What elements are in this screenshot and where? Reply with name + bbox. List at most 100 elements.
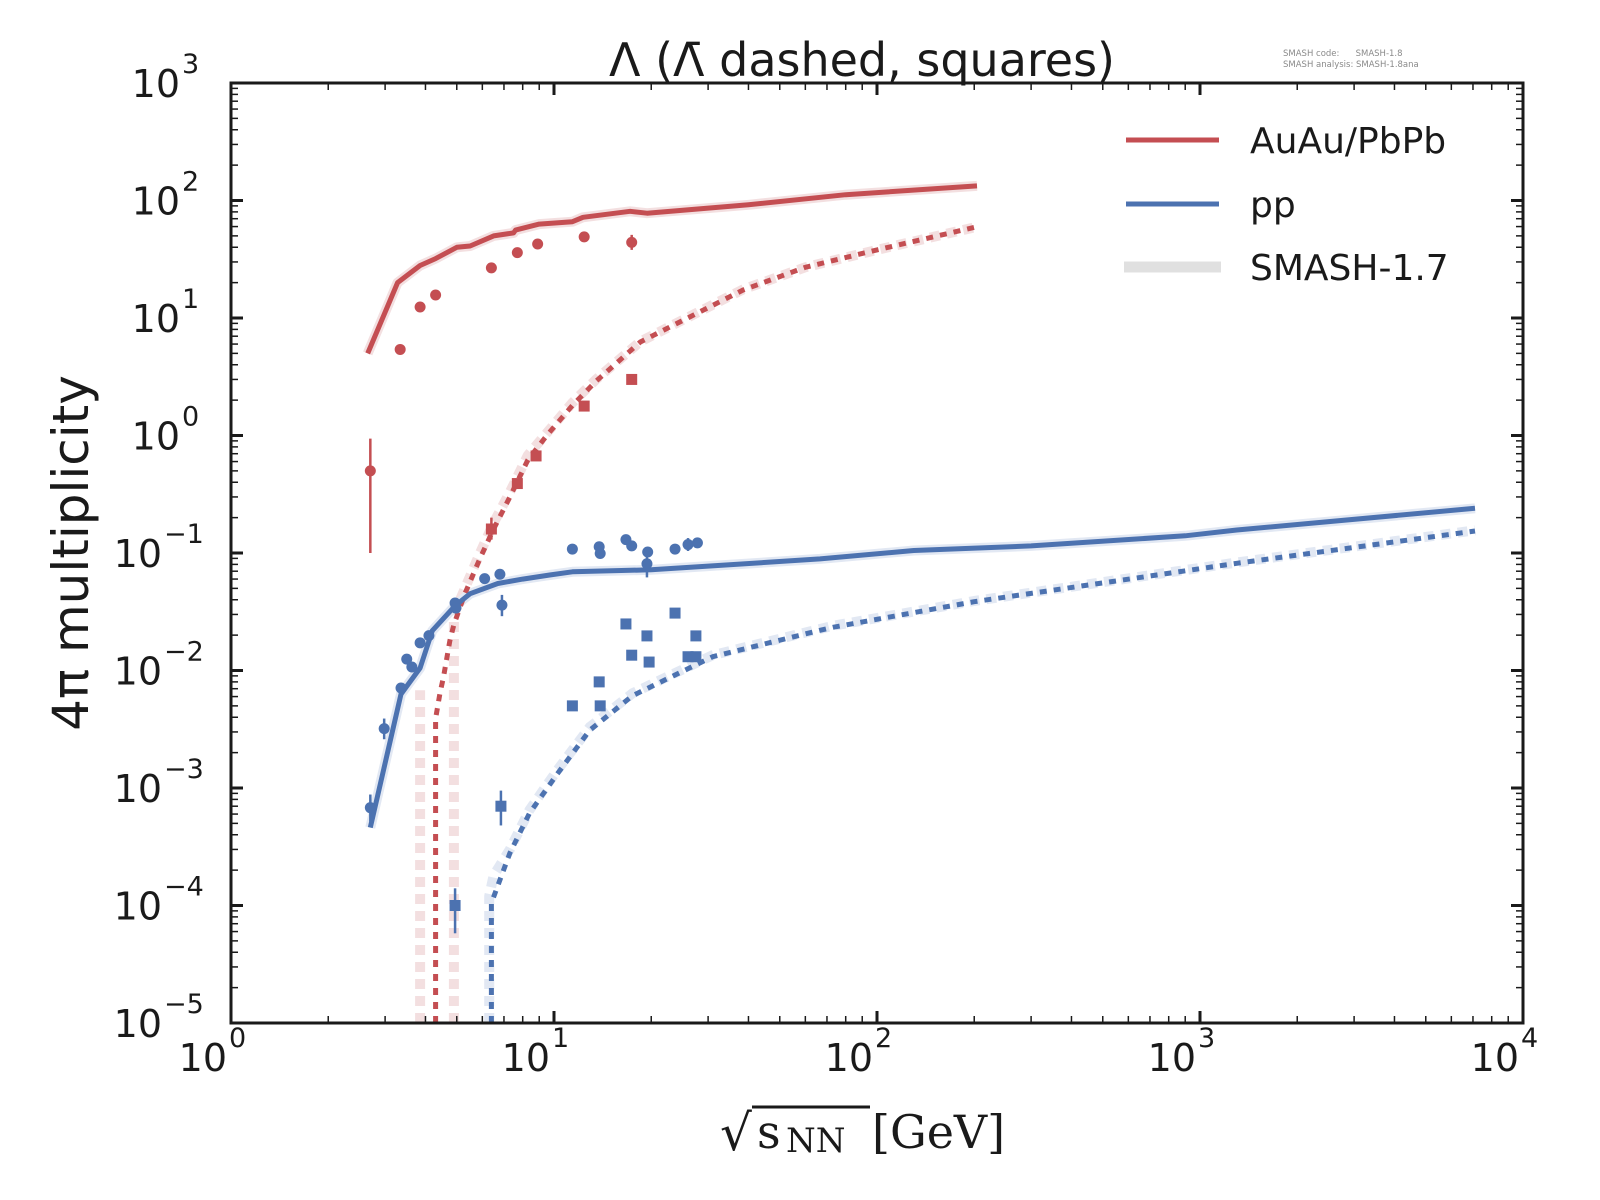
y-tick-label-base: 10: [114, 650, 162, 694]
y-tick-label: 10 −3: [114, 754, 204, 811]
legend-label-smash17: SMASH-1.7: [1250, 248, 1449, 289]
data-point-circle: [395, 682, 407, 694]
y-tick-label: 10 0: [132, 402, 200, 459]
x-tick-label-base: 10: [1471, 1036, 1519, 1080]
smash18-line-3: [488, 528, 1476, 1023]
y-tick-label-exp: −5: [164, 989, 204, 1020]
y-tick-label-exp: −3: [164, 754, 204, 785]
data-point-square: [594, 700, 606, 712]
y-tick-label-exp: 3: [182, 49, 199, 80]
smash17-lines: [363, 180, 1476, 1023]
y-tick-label-exp: −1: [164, 519, 204, 550]
data-point-circle: [414, 637, 426, 649]
y-tick-label: 10 −1: [114, 519, 204, 576]
x-tick-label-base: 10: [1148, 1036, 1196, 1080]
y-tick-label-exp: −2: [164, 637, 204, 668]
data-point-circle: [496, 599, 508, 611]
data-point-square: [626, 373, 638, 385]
x-tick-label: 10 0: [179, 1023, 247, 1080]
data-point-square: [690, 630, 702, 642]
x-tick-label-exp: 4: [1521, 1023, 1538, 1054]
x-tick-label-base: 10: [502, 1036, 550, 1080]
data-point-circle: [450, 602, 462, 614]
y-tick-label-exp: −4: [164, 872, 204, 903]
x-tick-label-exp: 0: [229, 1023, 246, 1054]
data-point-square: [566, 700, 578, 712]
data-point-circle: [682, 539, 694, 551]
y-tick-label: 10 1: [132, 284, 200, 341]
y-tick-label-exp: 2: [182, 167, 199, 198]
x-tick-label-exp: 3: [1198, 1023, 1215, 1054]
data-markers: [364, 231, 703, 934]
data-point-circle: [378, 723, 390, 735]
data-point-square: [620, 618, 632, 630]
data-point-circle: [494, 568, 506, 580]
data-point-circle: [430, 289, 442, 301]
smash17-line-4: [484, 525, 1476, 1023]
data-point-circle: [566, 543, 578, 555]
x-tick-label-exp: 1: [552, 1023, 569, 1054]
data-point-square: [449, 900, 461, 911]
data-point-circle: [401, 653, 413, 665]
data-point-square: [682, 651, 694, 663]
x-axis-label-s: s: [757, 1105, 781, 1159]
data-point-square: [511, 478, 523, 490]
y-tick-label-exp: 1: [182, 284, 199, 315]
legend-label-auau: AuAu/PbPb: [1250, 121, 1446, 162]
data-point-circle: [594, 548, 606, 560]
data-point-circle: [532, 238, 544, 250]
axis-ticks: [231, 83, 1523, 1023]
y-tick-label: 10 2: [132, 167, 200, 224]
x-axis-label: √ s NN [GeV]: [720, 1104, 1005, 1162]
smash-analysis-label: SMASH analysis: SMASH-1.8ana: [1283, 60, 1419, 70]
data-point-circle: [578, 231, 590, 243]
y-tick-label-base: 10: [114, 885, 162, 929]
y-tick-label-exp: 0: [182, 402, 199, 433]
smash17-line-2: [448, 222, 976, 1023]
data-point-square: [626, 649, 638, 661]
y-tick-label-base: 10: [132, 180, 180, 224]
smash-code-label: SMASH code: SMASH-1.8: [1283, 49, 1403, 59]
data-point-circle: [691, 537, 703, 549]
x-axis-label-unit: [GeV]: [872, 1105, 1005, 1159]
data-point-square: [495, 800, 507, 812]
x-axis-label-sqrt: √: [720, 1104, 752, 1162]
data-point-circle: [423, 630, 435, 642]
data-point-circle: [364, 802, 376, 814]
data-point-circle: [511, 247, 523, 259]
data-point-circle: [394, 343, 406, 355]
x-tick-label: 10 1: [502, 1023, 570, 1080]
data-point-square: [593, 676, 605, 688]
y-tick-label-base: 10: [114, 1002, 162, 1046]
y-tick-label-base: 10: [132, 297, 180, 341]
y-tick-label-base: 10: [132, 62, 180, 106]
smash18-line-0: [365, 183, 978, 355]
data-point-square: [485, 523, 497, 535]
y-tick-label: 10 3: [132, 49, 200, 106]
y-tick-label: 10 −5: [114, 989, 204, 1046]
legend-label-pp: pp: [1250, 185, 1296, 226]
y-tick-label: 10 −2: [114, 637, 204, 694]
x-tick-label-exp: 2: [875, 1023, 892, 1054]
data-point-circle: [626, 236, 638, 248]
y-tick-label: 10 −4: [114, 872, 204, 929]
y-tick-label-base: 10: [114, 767, 162, 811]
smash18-line-1: [433, 224, 975, 1023]
data-point-circle: [641, 558, 653, 570]
x-tick-label-base: 10: [179, 1036, 227, 1080]
axis-tick-labels: 10 0 10 1 10 2 10 3 10 410 310 210 110 010 −110 −210 −31…: [114, 49, 1539, 1080]
data-point-circle: [414, 301, 426, 313]
x-tick-label: 10 4: [1471, 1023, 1539, 1080]
legend: AuAu/PbPb pp SMASH-1.7: [1124, 121, 1449, 289]
smash18-lines: [365, 183, 1476, 1023]
data-point-circle: [626, 540, 638, 552]
data-point-square: [643, 656, 655, 668]
data-point-square: [530, 450, 542, 462]
chart-title: Λ (Λ̄ dashed, squares): [609, 33, 1115, 87]
x-tick-label-base: 10: [825, 1036, 873, 1080]
data-point-square: [578, 400, 590, 412]
smash18-line-2: [367, 505, 1476, 829]
y-tick-label-base: 10: [132, 415, 180, 459]
data-point-square: [669, 607, 681, 619]
